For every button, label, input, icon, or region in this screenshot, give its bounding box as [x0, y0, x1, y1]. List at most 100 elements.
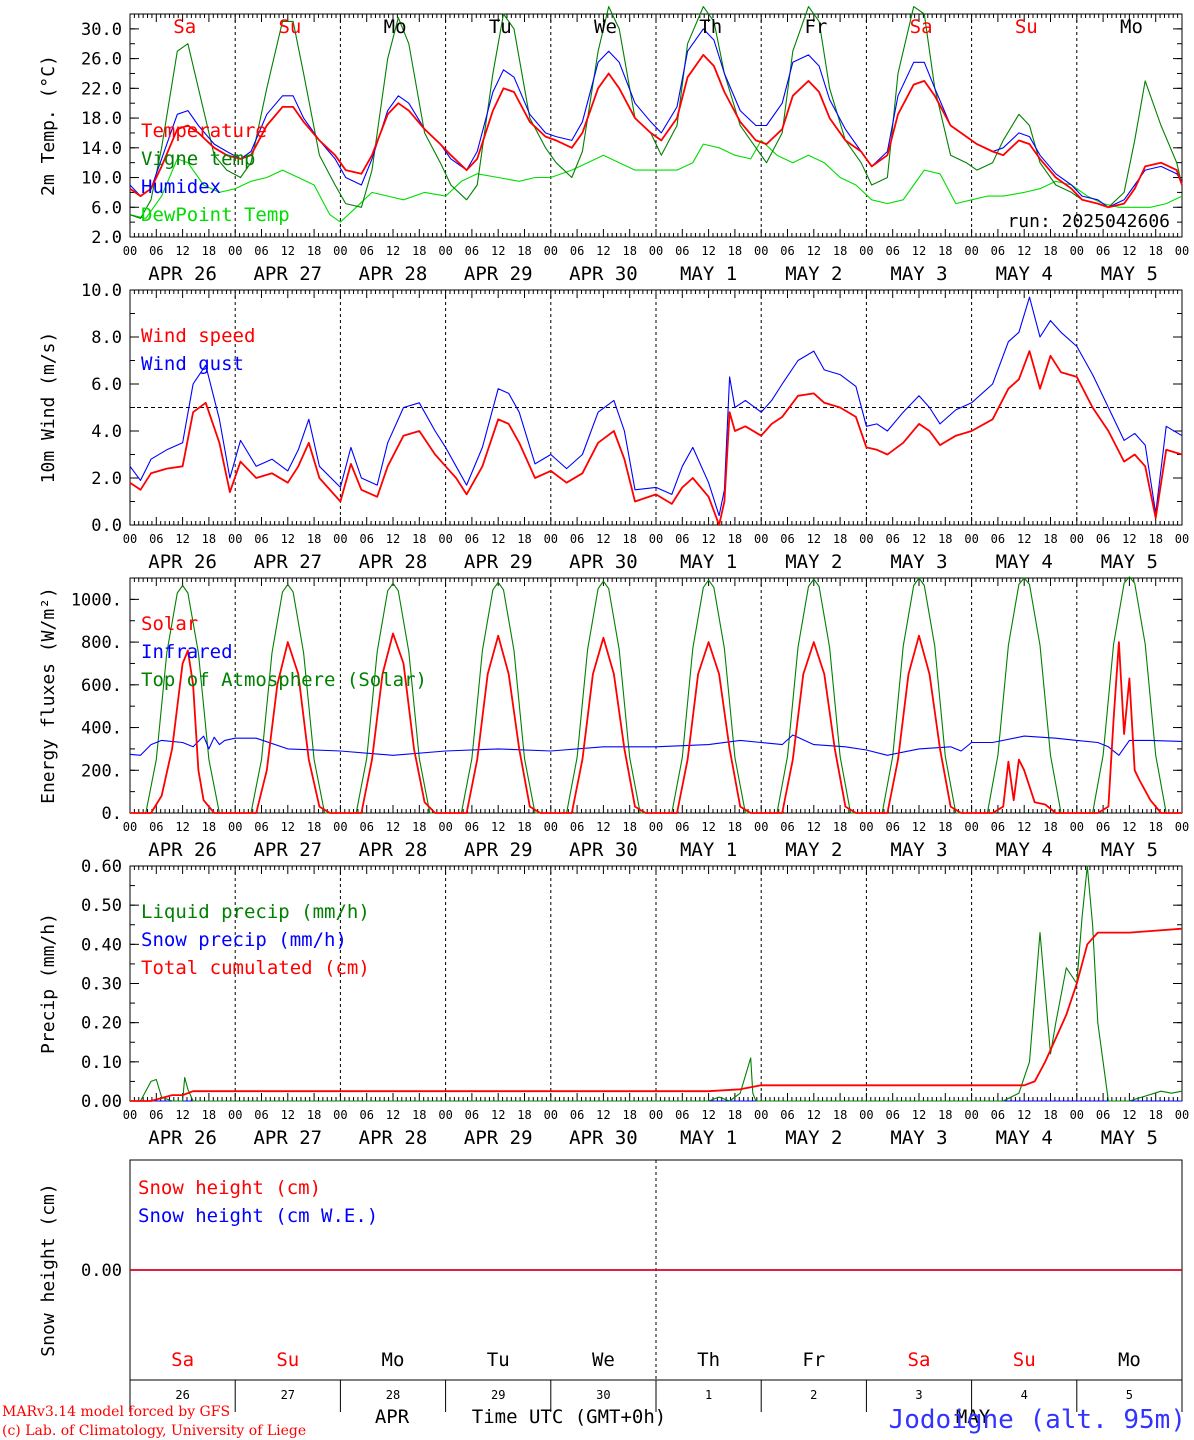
y-tick-label: 6.0 — [91, 375, 122, 395]
series-line — [130, 632, 1182, 814]
y-tick-label: 2.0 — [91, 469, 122, 489]
day-name-label: Mo — [1120, 16, 1143, 38]
hour-tick-label: 18 — [833, 1108, 847, 1122]
legend-entry: Infrared — [141, 641, 233, 663]
hour-tick-label: 18 — [307, 1108, 321, 1122]
hour-tick-label: 18 — [412, 820, 426, 834]
y-tick-label: 0.40 — [81, 935, 122, 955]
day-name-label: Th — [699, 16, 722, 38]
y-tick-label: 0.10 — [81, 1053, 122, 1073]
hour-tick-label: 00 — [964, 820, 978, 834]
y-tick-label: 10.0 — [81, 169, 122, 189]
hour-tick-label: 18 — [728, 1108, 742, 1122]
day-name-label: Fr — [804, 16, 827, 38]
hour-tick-label: 18 — [412, 532, 426, 546]
hour-tick-label: 06 — [675, 820, 689, 834]
hour-tick-label: 18 — [1043, 532, 1057, 546]
day-name-label: Tu — [489, 16, 512, 38]
hour-tick-label: 12 — [491, 1108, 505, 1122]
date-label: APR 29 — [464, 263, 533, 285]
date-label: APR 29 — [464, 551, 533, 573]
panel-1: 00 06 12 18 00 06 12 18 00 06 12 18 00 06 12 18 00 06 12 18… — [38, 6, 1189, 285]
date-label: MAY 4 — [996, 839, 1053, 861]
hour-tick-label: 12 — [1122, 532, 1136, 546]
hour-tick-label: 18 — [938, 1108, 952, 1122]
hour-tick-label: 12 — [491, 532, 505, 546]
legend-entry: Top of Atmosphere (Solar) — [141, 669, 427, 691]
hour-tick-label: 00 — [544, 244, 558, 258]
date-label: APR 27 — [253, 551, 322, 573]
hour-tick-label: 18 — [202, 1108, 216, 1122]
hour-tick-label: 06 — [675, 244, 689, 258]
hour-tick-label: 06 — [254, 820, 268, 834]
date-label: APR 28 — [359, 1127, 428, 1149]
legend-entry: Solar — [141, 613, 198, 635]
hour-tick-label: 12 — [807, 244, 821, 258]
hour-tick-label: 06 — [885, 244, 899, 258]
hour-tick-label: 12 — [807, 532, 821, 546]
legend-entry: Snow height (cm) — [138, 1177, 321, 1199]
date-label: APR 26 — [148, 263, 217, 285]
hour-tick-label: 12 — [1017, 1108, 1031, 1122]
day-name-label: Sa — [910, 16, 933, 38]
panel-3: 00 06 12 18 00 06 12 18 00 06 12 18 00 06 12 18 00 06 12 18… — [38, 576, 1189, 861]
hour-tick-label: 06 — [149, 244, 163, 258]
hour-tick-label: 00 — [649, 532, 663, 546]
date-label: APR 28 — [359, 551, 428, 573]
date-label: MAY 4 — [996, 263, 1053, 285]
hour-tick-label: 18 — [622, 532, 636, 546]
legend-entry: Liquid precip (mm/h) — [141, 901, 370, 923]
hour-tick-label: 06 — [991, 244, 1005, 258]
hour-tick-label: 00 — [1070, 1108, 1084, 1122]
date-label: MAY 3 — [890, 551, 947, 573]
hour-tick-label: 18 — [938, 244, 952, 258]
day-number-label: 1 — [705, 1388, 712, 1402]
hour-tick-label: 12 — [701, 1108, 715, 1122]
date-label: APR 26 — [148, 551, 217, 573]
hour-tick-label: 12 — [807, 1108, 821, 1122]
hour-tick-label: 12 — [175, 532, 189, 546]
station-label: Jodoigne (alt. 95m) — [889, 1405, 1186, 1435]
day-number-label: 4 — [1021, 1388, 1028, 1402]
hour-tick-label: 18 — [307, 820, 321, 834]
y-tick-label: 2.0 — [91, 228, 122, 248]
hour-tick-label: 00 — [649, 1108, 663, 1122]
hour-tick-label: 06 — [991, 532, 1005, 546]
hour-tick-label: 00 — [1175, 1108, 1189, 1122]
hour-tick-label: 06 — [570, 1108, 584, 1122]
legend-entry: Temperature — [141, 120, 267, 142]
date-label: APR 27 — [253, 1127, 322, 1149]
hour-tick-label: 00 — [123, 1108, 137, 1122]
hour-tick-label: 06 — [149, 532, 163, 546]
hour-tick-label: 12 — [596, 244, 610, 258]
hour-tick-label: 06 — [885, 820, 899, 834]
day-name-label: Mo — [1118, 1349, 1141, 1371]
model-credit: MARv3.14 model forced by GFS — [2, 1404, 230, 1420]
hour-tick-label: 18 — [728, 532, 742, 546]
hour-tick-label: 00 — [1070, 244, 1084, 258]
y-tick-label: 0. — [102, 804, 122, 824]
hour-tick-label: 18 — [517, 244, 531, 258]
day-name-label: Su — [276, 1349, 299, 1371]
date-label: MAY 3 — [890, 839, 947, 861]
y-axis-label: 2m Temp. (°C) — [38, 55, 59, 196]
hour-tick-label: 00 — [228, 820, 242, 834]
day-number-label: 2 — [810, 1388, 817, 1402]
y-tick-label: 10.0 — [81, 281, 122, 301]
run-label: run: 2025042606 — [1007, 211, 1170, 232]
hour-tick-label: 12 — [281, 244, 295, 258]
hour-tick-label: 00 — [123, 244, 137, 258]
hour-tick-label: 06 — [149, 820, 163, 834]
y-tick-label: 30.0 — [81, 20, 122, 40]
hour-tick-label: 18 — [938, 820, 952, 834]
y-tick-label: 200. — [81, 761, 122, 781]
day-name-label: Su — [1015, 16, 1038, 38]
hour-tick-label: 06 — [465, 820, 479, 834]
hour-tick-label: 00 — [228, 1108, 242, 1122]
hour-tick-label: 00 — [1070, 532, 1084, 546]
day-name-label: Fr — [802, 1349, 825, 1371]
hour-tick-label: 00 — [754, 1108, 768, 1122]
hour-tick-label: 00 — [544, 820, 558, 834]
date-label: MAY 4 — [996, 551, 1053, 573]
hour-tick-label: 18 — [202, 244, 216, 258]
